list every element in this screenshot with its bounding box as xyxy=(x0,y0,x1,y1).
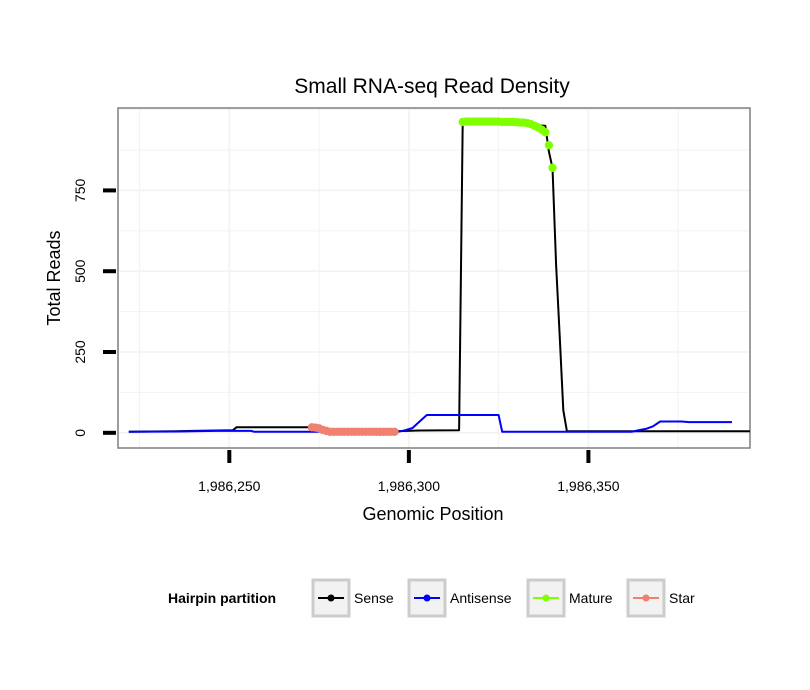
x-axis-label: Genomic Position xyxy=(362,504,503,524)
legend-title: Hairpin partition xyxy=(168,590,276,606)
legend-key-point-antisense xyxy=(423,594,431,602)
legend: Hairpin partition Sense Antisense Mature St… xyxy=(168,578,695,618)
legend-key-point-mature xyxy=(542,594,550,602)
legend-label-mature: Mature xyxy=(569,590,613,606)
grid-lines xyxy=(118,108,750,448)
legend-label-antisense: Antisense xyxy=(450,590,512,606)
legend-key-point-sense xyxy=(327,594,335,602)
y-tick-label: 0 xyxy=(72,429,88,437)
data-point-mature xyxy=(541,128,550,137)
axes: 1,986,250 1,986,300 1,986,350 0 250 500 750 xyxy=(72,179,620,494)
legend-key-point-star xyxy=(642,594,650,602)
y-tick-label: 250 xyxy=(72,340,88,364)
plot-panel-border xyxy=(117,107,751,449)
y-axis-label: Total Reads xyxy=(44,230,64,325)
y-tick-label: 750 xyxy=(72,179,88,203)
data-point-mature xyxy=(544,140,554,150)
chart-title: Small RNA-seq Read Density xyxy=(294,75,570,98)
series-line-antisense xyxy=(128,414,732,433)
x-tick-label: 1,986,250 xyxy=(198,478,260,494)
series-line-sense xyxy=(128,121,750,433)
legend-label-sense: Sense xyxy=(354,590,394,606)
x-tick-label: 1,986,350 xyxy=(557,478,619,494)
legend-label-star: Star xyxy=(669,590,695,606)
data-point-star xyxy=(390,427,399,437)
x-tick-label: 1,986,300 xyxy=(378,478,440,494)
y-tick-label: 500 xyxy=(72,259,88,283)
data-point-mature xyxy=(548,163,557,172)
series-layer xyxy=(128,117,750,437)
